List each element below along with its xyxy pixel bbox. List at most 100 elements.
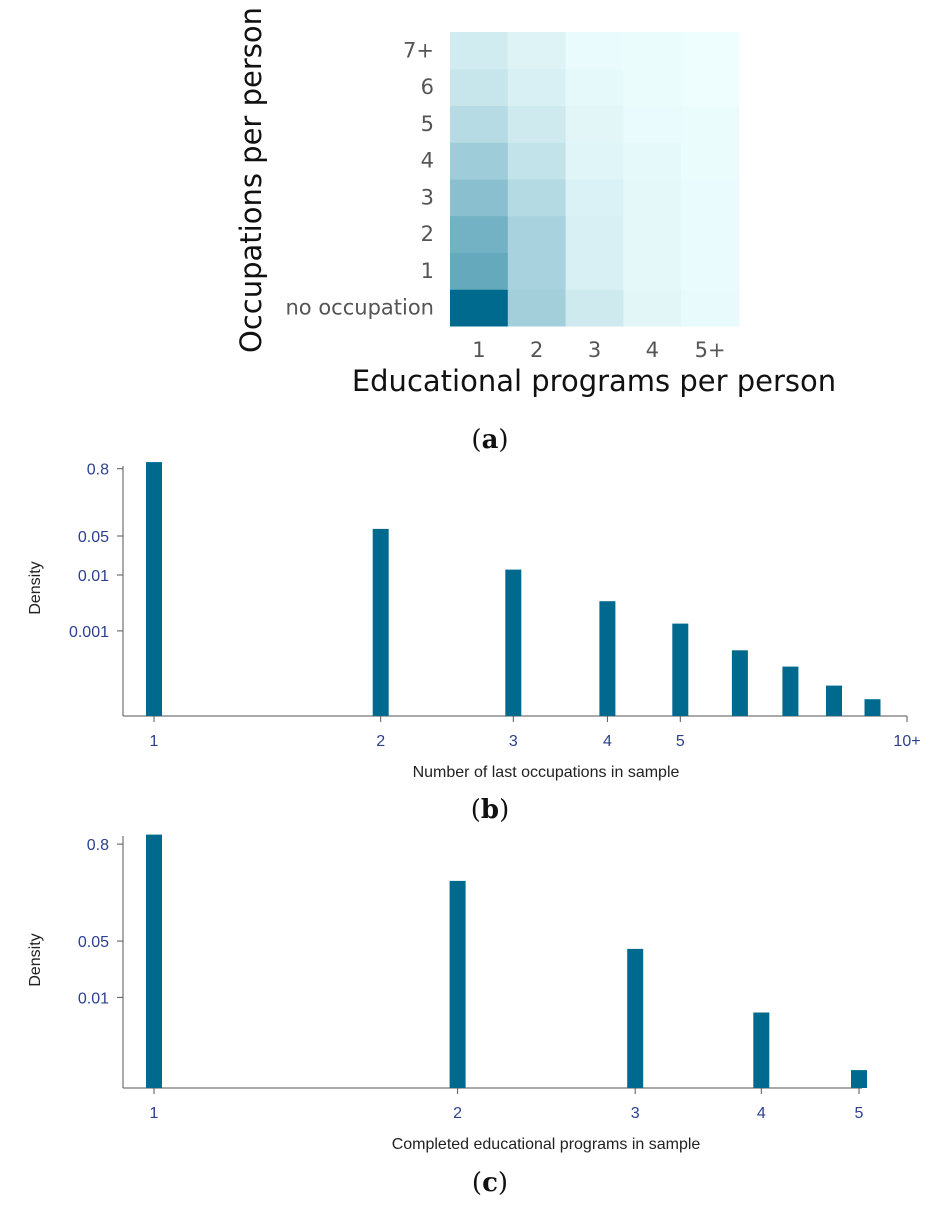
occupations-histogram-y-axis-title: Density (27, 561, 44, 614)
panel-label-a-letter: a (482, 425, 499, 455)
heatmap-cell-4-x4 (623, 142, 682, 180)
heatmap-cell-2-x5 (681, 215, 740, 253)
y-tick-label-0-01: 0.01 (78, 990, 109, 1007)
heatmap-y-tick-2: 2 (421, 222, 434, 246)
heatmap-cell-1-x3 (565, 252, 624, 290)
bar-9 (864, 699, 881, 716)
occupations-histogram-bars (146, 462, 881, 716)
bar-5 (851, 1070, 867, 1088)
education-histogram-x-ticks: 1 2 3 4 5 (150, 1088, 864, 1122)
heatmap-y-axis-title: Occupations per person (234, 7, 268, 353)
heatmap-cell-1-x4 (623, 252, 682, 290)
bar-7 (782, 666, 799, 716)
heatmap-cell-5-x1 (450, 105, 509, 143)
heatmap-cell-4-x3 (565, 142, 624, 180)
bar-3 (627, 948, 644, 1088)
x-tick-label-4: 4 (603, 733, 612, 750)
heatmap-cell-5-x5 (681, 105, 740, 143)
bar-8 (826, 685, 842, 716)
x-tick-label-3: 3 (631, 1105, 640, 1122)
heatmap-x-tick-5: 5+ (695, 338, 726, 362)
heatmap-cell-3-x1 (450, 179, 509, 217)
x-tick-label-2: 2 (453, 1105, 462, 1122)
panel-label-b-letter: b (481, 795, 499, 825)
heatmap-cell-2-x1 (450, 215, 509, 253)
occupations-histogram-x-axis-title: Number of last occupations in sample (413, 764, 680, 781)
heatmap-y-tick-5: 5 (421, 112, 434, 136)
heatmap-cell-1-x5 (681, 252, 740, 290)
occupations-histogram-panel: 0.8 0.05 0.01 0.001 1 2 3 4 5 10+ Number of last… (27, 462, 921, 825)
heatmap-y-tick-3: 3 (421, 185, 434, 209)
x-tick-label-1: 1 (150, 1105, 159, 1122)
heatmap-cell-7-x2 (507, 32, 567, 70)
heatmap-cell-no-occupation-x3 (565, 289, 624, 327)
panel-label-c: (c) (472, 1168, 508, 1198)
heatmap-cell-no-occupation-x2 (507, 289, 567, 327)
heatmap-cell-6-x5 (681, 68, 740, 106)
education-histogram-panel: 0.8 0.05 0.01 1 2 3 4 5 Completed educational … (27, 834, 867, 1198)
x-tick-label-5: 5 (676, 733, 685, 750)
heatmap-y-tick-6: 6 (421, 75, 434, 99)
heatmap-x-tick-labels: 1 2 3 4 5+ (472, 338, 725, 362)
heatmap-cell-1-x2 (507, 252, 567, 290)
heatmap-cell-3-x2 (507, 179, 567, 217)
bar-2 (449, 880, 466, 1088)
heatmap-cell-7-x4 (623, 32, 682, 70)
heatmap-cell-7-x1 (450, 32, 509, 70)
heatmap-x-tick-2: 2 (530, 338, 543, 362)
heatmap-cell-3-x3 (565, 179, 624, 217)
y-tick-label-0-8: 0.8 (87, 462, 109, 479)
heatmap-cell-2-x2 (507, 215, 567, 253)
heatmap-y-tick-labels: no occupation 1 2 3 4 5 6 7+ (285, 38, 434, 319)
heatmap-y-tick-4: 4 (421, 149, 434, 173)
heatmap-cell-5-x2 (507, 105, 567, 143)
education-histogram-x-axis-title: Completed educational programs in sample (392, 1136, 701, 1153)
heatmap-x-axis-title: Educational programs per person (352, 364, 836, 398)
bar-6 (731, 650, 748, 716)
heatmap-cell-6-x1 (450, 68, 509, 106)
heatmap-cells (450, 32, 740, 327)
x-tick-label-10: 10+ (893, 733, 920, 750)
heatmap-y-tick-no-occupation: no occupation (285, 296, 434, 320)
heatmap-x-tick-1: 1 (472, 338, 485, 362)
heatmap-cell-no-occupation-x4 (623, 289, 682, 327)
heatmap-cell-7-x3 (565, 32, 624, 70)
bar-2 (372, 528, 389, 716)
heatmap-panel: no occupation 1 2 3 4 5 6 7+ 1 2 3 4 5+ Educational… (234, 7, 836, 455)
x-tick-label-2: 2 (376, 733, 385, 750)
y-tick-label-0-001: 0.001 (69, 624, 109, 641)
bar-1 (146, 834, 162, 1088)
panel-label-a: (a) (471, 425, 508, 455)
heatmap-cell-1-x1 (450, 252, 509, 290)
heatmap-cell-5-x4 (623, 105, 682, 143)
heatmap-x-tick-4: 4 (646, 338, 659, 362)
heatmap-cell-6-x2 (507, 68, 567, 106)
x-tick-label-5: 5 (855, 1105, 864, 1122)
occupations-histogram-y-ticks: 0.8 0.05 0.01 0.001 (69, 462, 123, 641)
heatmap-y-tick-1: 1 (421, 259, 434, 283)
y-tick-label-0-01: 0.01 (78, 568, 109, 585)
heatmap-y-tick-7: 7+ (403, 38, 434, 62)
heatmap-cell-6-x4 (623, 68, 682, 106)
x-tick-label-3: 3 (509, 733, 518, 750)
heatmap-cell-6-x3 (565, 68, 624, 106)
x-tick-label-1: 1 (150, 733, 159, 750)
y-tick-label-0-05: 0.05 (78, 934, 109, 951)
panel-label-c-letter: c (482, 1168, 498, 1198)
heatmap-cell-7-x5 (681, 32, 740, 70)
education-histogram-axes (122, 836, 862, 1089)
heatmap-cell-4-x2 (507, 142, 567, 180)
heatmap-cell-2-x3 (565, 215, 624, 253)
heatmap-cell-4-x1 (450, 142, 509, 180)
bar-5 (672, 623, 689, 716)
bar-1 (146, 462, 162, 716)
occupations-histogram-x-ticks: 1 2 3 4 5 10+ (150, 716, 921, 750)
bar-4 (599, 601, 616, 716)
heatmap-cell-no-occupation-x1 (450, 289, 509, 327)
heatmap-cell-5-x3 (565, 105, 624, 143)
x-tick-label-4: 4 (757, 1105, 766, 1122)
education-histogram-bars (146, 834, 867, 1088)
y-tick-label-0-05: 0.05 (78, 529, 109, 546)
heatmap-x-tick-3: 3 (588, 338, 601, 362)
